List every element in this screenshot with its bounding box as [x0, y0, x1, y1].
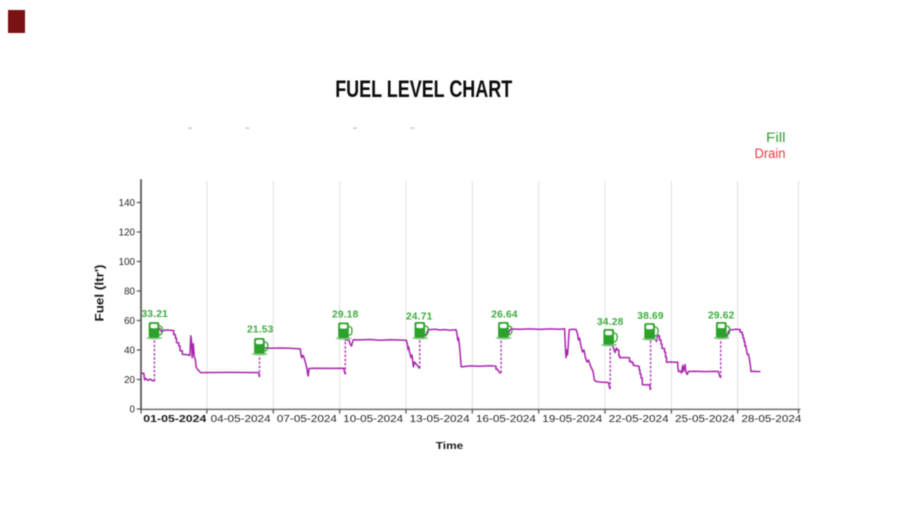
- svg-text:20: 20: [124, 375, 135, 386]
- svg-text:Time: Time: [436, 440, 464, 452]
- svg-text:01-05-2024: 01-05-2024: [143, 414, 207, 425]
- svg-text:07-05-2024: 07-05-2024: [277, 414, 338, 425]
- svg-text:80: 80: [124, 286, 135, 297]
- svg-text:60: 60: [124, 316, 135, 327]
- svg-text:19-05-2024: 19-05-2024: [542, 414, 603, 425]
- svg-text:29.18: 29.18: [332, 309, 359, 320]
- svg-text:Fuel (ltr'): Fuel (ltr'): [95, 264, 107, 321]
- svg-text:38.69: 38.69: [637, 311, 664, 322]
- svg-text:25-05-2024: 25-05-2024: [675, 414, 736, 425]
- svg-text:24.71: 24.71: [406, 312, 433, 323]
- svg-text:33.21: 33.21: [141, 309, 168, 320]
- svg-text:Fill: Fill: [766, 130, 786, 145]
- svg-text:Drain: Drain: [755, 146, 786, 161]
- svg-text:FUEL LEVEL CHART: FUEL LEVEL CHART: [335, 76, 512, 103]
- svg-text:10-05-2024: 10-05-2024: [343, 414, 404, 425]
- svg-text:04-05-2024: 04-05-2024: [211, 414, 272, 425]
- svg-text:28-05-2024: 28-05-2024: [741, 414, 802, 425]
- svg-text:40: 40: [124, 345, 135, 356]
- svg-text:100: 100: [119, 257, 136, 268]
- svg-text:16-05-2024: 16-05-2024: [476, 414, 537, 425]
- svg-text:120: 120: [119, 227, 136, 238]
- svg-text:13-05-2024: 13-05-2024: [410, 414, 471, 425]
- svg-text:29.62: 29.62: [708, 311, 735, 322]
- svg-text:22-05-2024: 22-05-2024: [609, 414, 670, 425]
- svg-text:26.64: 26.64: [491, 309, 518, 320]
- svg-text:140: 140: [119, 198, 136, 209]
- svg-text:21.53: 21.53: [247, 325, 274, 336]
- svg-text:34.28: 34.28: [597, 317, 624, 328]
- svg-text:0: 0: [130, 404, 136, 415]
